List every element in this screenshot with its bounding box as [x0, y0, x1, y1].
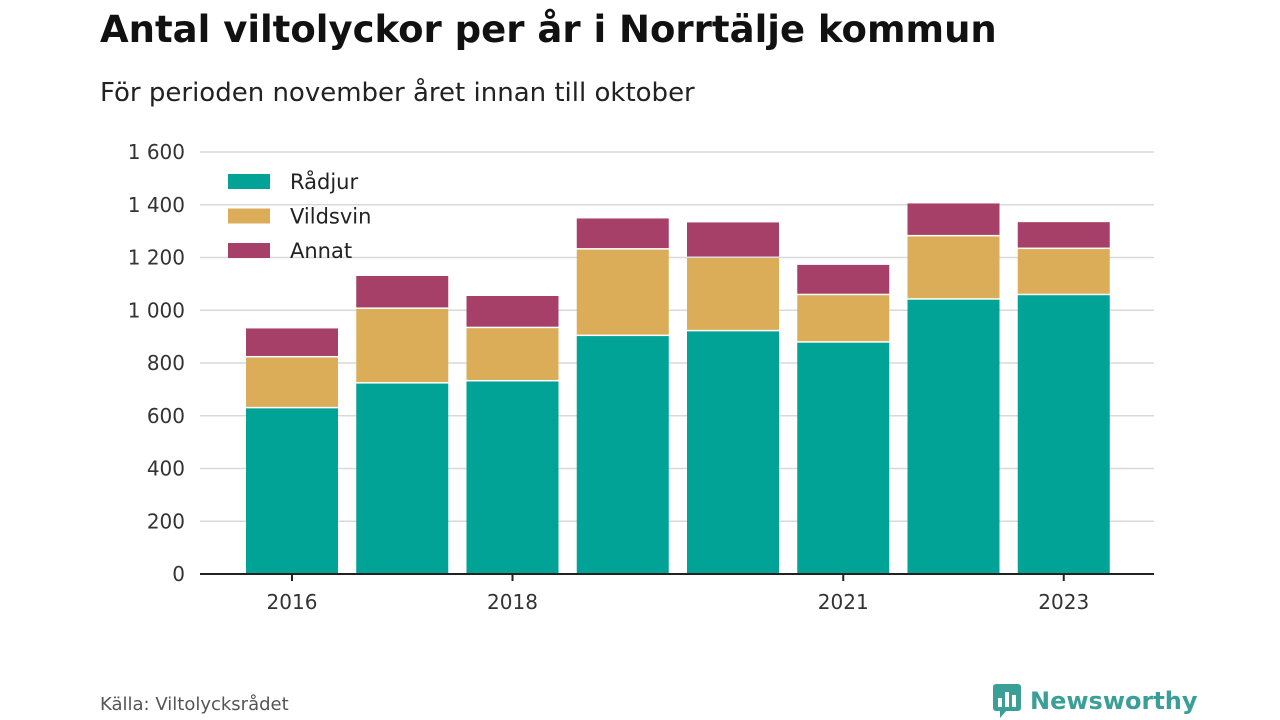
- bar-segment-vildsvin: [687, 258, 779, 330]
- chart-title: Antal viltolyckor per år i Norrtälje kom…: [100, 8, 997, 51]
- bar-segment-vildsvin: [466, 328, 559, 380]
- y-axis-tick-labels: 0 200 400 600 800 1 000 1 200 1 400 1 600: [128, 140, 185, 586]
- bar-segment-annat: [797, 264, 890, 294]
- bar-segment-vildsvin: [1017, 249, 1110, 294]
- y-tick-label: 0: [172, 562, 185, 586]
- y-tick-label: 600: [147, 404, 185, 428]
- bar-segment-annat: [1017, 222, 1110, 248]
- bar-chart-bubble-icon: [993, 684, 1021, 718]
- legend-swatch: [228, 243, 270, 258]
- bar-segment-rådjur: [576, 336, 669, 574]
- legend-swatch: [228, 174, 270, 189]
- newsworthy-logo: Newsworthy: [992, 683, 1198, 719]
- legend: Rådjur Vildsvin Annat: [228, 169, 371, 263]
- x-tick-label: 2023: [1038, 590, 1089, 614]
- x-tick-label: 2018: [487, 590, 538, 614]
- y-tick-label: 400: [147, 457, 185, 481]
- bar-segment-rådjur: [797, 342, 890, 574]
- bar-segment-annat: [356, 275, 449, 308]
- chart-subtitle: För perioden november året innan till ok…: [100, 78, 695, 108]
- x-axis: 2016 2018 2021 2023: [200, 573, 1154, 614]
- bar-segment-annat: [687, 222, 779, 257]
- bar-segment-rådjur: [356, 383, 449, 574]
- x-tick-label: 2016: [267, 590, 318, 614]
- y-tick-label: 200: [147, 509, 185, 533]
- bar-segment-rådjur: [907, 299, 1000, 574]
- source-note: Källa: Viltolycksrådet: [100, 694, 289, 715]
- bar-segment-vildsvin: [356, 308, 449, 383]
- y-tick-label: 1 000: [128, 298, 185, 322]
- x-tick-label: 2021: [818, 590, 869, 614]
- y-tick-label: 1 400: [128, 193, 185, 217]
- legend-swatch: [228, 208, 270, 224]
- y-tick-label: 800: [147, 351, 185, 375]
- legend-label: Vildsvin: [290, 205, 371, 229]
- bar-segment-rådjur: [687, 331, 779, 574]
- legend-label: Rådjur: [290, 169, 358, 194]
- bar-segment-rådjur: [466, 381, 559, 574]
- bar-segment-vildsvin: [576, 249, 669, 335]
- bar-segment-vildsvin: [246, 357, 338, 407]
- legend-label: Annat: [290, 239, 352, 263]
- bar-segment-vildsvin: [907, 236, 1000, 299]
- bars: [246, 203, 1110, 574]
- bar-segment-annat: [907, 203, 1000, 235]
- bar-segment-rådjur: [246, 408, 338, 574]
- bar-segment-vildsvin: [797, 295, 890, 342]
- y-tick-label: 1 600: [128, 140, 185, 164]
- bar-segment-annat: [246, 328, 338, 356]
- bar-segment-rådjur: [1017, 295, 1110, 574]
- y-tick-label: 1 200: [128, 246, 185, 270]
- brand-name: Newsworthy: [1030, 687, 1198, 715]
- bar-segment-annat: [466, 296, 559, 327]
- bar-segment-annat: [576, 218, 669, 249]
